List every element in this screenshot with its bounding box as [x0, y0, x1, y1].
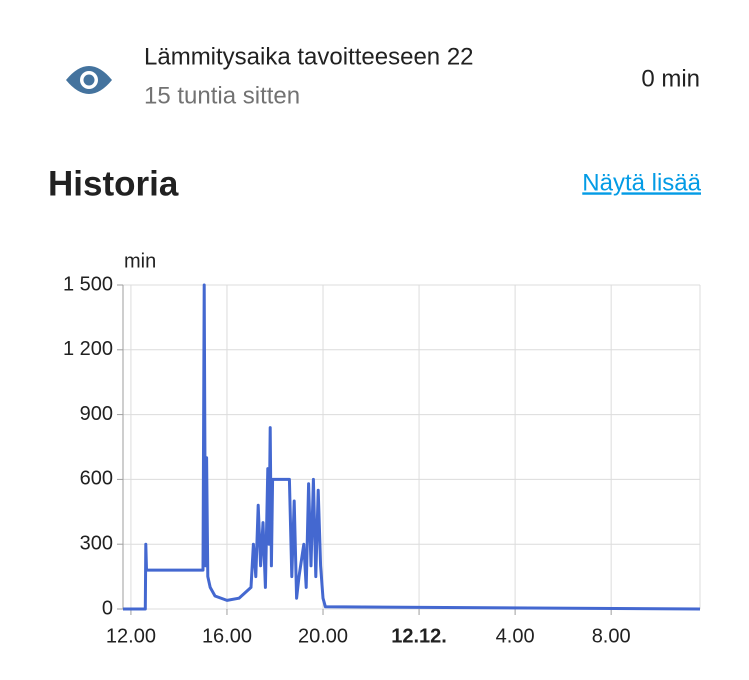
y-tick-label: 600	[80, 468, 113, 490]
section-title: Historia	[48, 164, 179, 203]
chart: min 0 300 600 900 1 200 1 500 12.00 16.00 20.00 12…	[63, 250, 701, 647]
y-tick-label: 900	[80, 403, 113, 425]
entity-name: Lämmitysaika tavoitteeseen 22	[144, 43, 474, 70]
entity-state: 0 min	[641, 65, 700, 92]
x-tick-label: 4.00	[496, 625, 535, 647]
y-tick-label: 0	[102, 597, 113, 619]
y-tick-label: 300	[80, 532, 113, 554]
x-tick-label: 16.00	[202, 625, 252, 647]
y-tick-label: 1 200	[63, 338, 113, 360]
eye-icon	[66, 66, 112, 94]
x-tick-label: 20.00	[298, 625, 348, 647]
x-tick-label: 12.00	[106, 625, 156, 647]
last-changed: 15 tuntia sitten	[144, 82, 300, 109]
x-tick-label: 12.12.	[391, 625, 447, 647]
x-tick-label: 8.00	[592, 625, 631, 647]
y-tick-label: 1 500	[63, 273, 113, 295]
more-link[interactable]: Näytä lisää	[582, 169, 701, 196]
y-axis-label: min	[124, 250, 156, 272]
line-series	[123, 283, 701, 611]
